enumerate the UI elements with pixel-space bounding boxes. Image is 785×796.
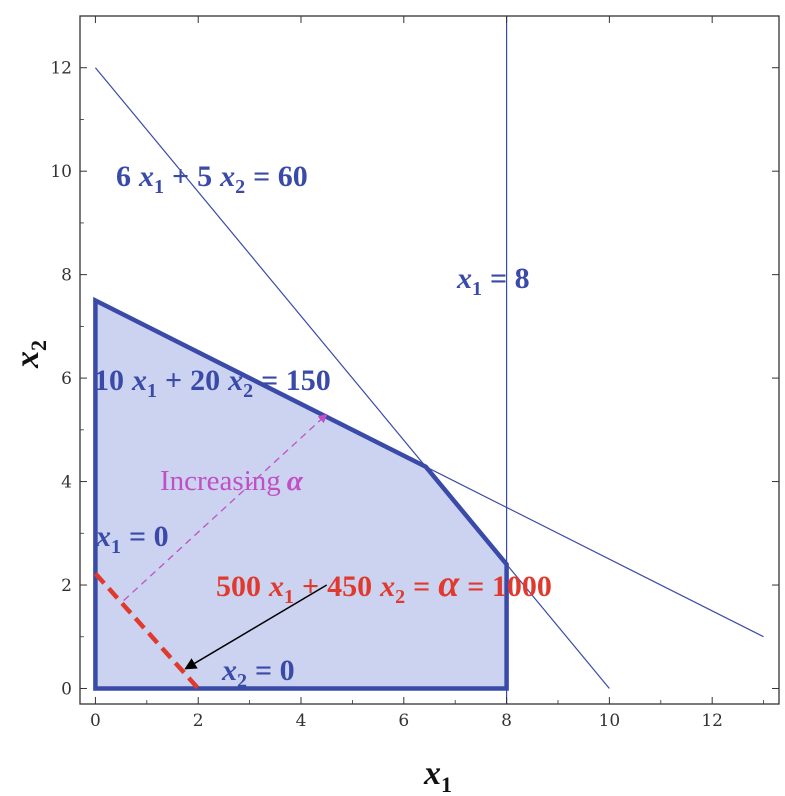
y-tick-label: 10: [50, 162, 72, 182]
y-tick-label: 12: [50, 59, 72, 79]
constraint-label-x1-0: x1 = 0: [95, 520, 169, 558]
objective-line: [93, 572, 200, 690]
x-tick-label: 12: [701, 711, 723, 731]
increasing-direction-arrow: [123, 413, 328, 602]
constraint-label-6x1-5x2: 6 x1 +5 x2 = 60: [116, 160, 308, 198]
feasible-region: [95, 300, 507, 689]
plot-area: [93, 16, 764, 704]
constraint-line-1: [94, 67, 610, 689]
x-axis-title: x1: [423, 755, 452, 796]
constraint-label-10x1-20x2: 10 x1 +20 x2 = 150: [94, 364, 331, 402]
objective-label: 500 x1 +450 x2 = α = 1000: [216, 563, 552, 608]
y-tick-label: 6: [61, 369, 72, 389]
feasible-region-boundary: [93, 296, 509, 691]
y-axis-title: x2: [9, 340, 51, 369]
axis-ticks: 0 2 4 6 8 10 12 0 2 4 6 8 10 12: [50, 15, 779, 731]
x-tick-label: 2: [193, 711, 204, 731]
objective-pointer-arrow: [184, 584, 328, 670]
x-tick-label: 10: [599, 711, 621, 731]
x-tick-label: 8: [501, 711, 512, 731]
x-tick-label: 6: [398, 711, 409, 731]
y-tick-label: 0: [61, 679, 72, 699]
y-tick-label: 8: [61, 266, 72, 286]
increasing-alpha-label: Increasing α: [160, 465, 304, 497]
constraint-label-x1-8: x1 = 8: [456, 262, 530, 300]
x-tick-label: 4: [296, 711, 307, 731]
constraint-label-x2-0: x2 = 0: [221, 654, 295, 692]
y-tick-label: 4: [61, 473, 72, 493]
plot-frame: [79, 15, 780, 705]
y-tick-label: 2: [61, 576, 72, 596]
x-tick-label: 0: [90, 711, 101, 731]
